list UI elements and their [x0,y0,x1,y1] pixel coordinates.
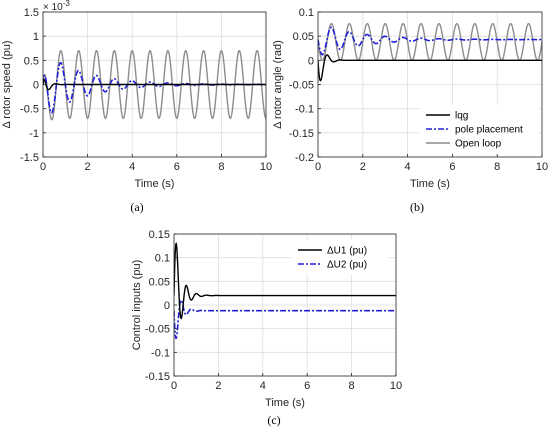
legend-entry: pole placement [455,125,523,136]
series-line--u2-pu- [174,299,396,340]
figure-caption: (a) [130,200,143,214]
y-tick-label: 0.5 [24,55,39,67]
y-tick-label: 0.1 [299,7,314,19]
x-tick-label: 2 [360,161,366,173]
legend-entry: ΔU1 (pu) [327,246,367,257]
x-axis-label: Time (s) [135,178,175,190]
y-tick-label: 0 [164,300,170,312]
x-tick-label: 2 [85,161,91,173]
y-axis-label: Δ rotor speed (pu) [1,40,13,128]
legend: lqg pole placement Open loop [419,104,539,154]
figure-caption: (c) [267,413,280,427]
series-line-lqg [318,54,542,82]
chart-c: 0 2 4 6 8 10 -0.15 -0.1 -0.05 0 0.05 0.1 0.15 Time (s… [131,229,402,427]
legend-entry: ΔU2 (pu) [327,260,367,271]
x-axis-label: Time (s) [410,178,450,190]
y-tick-label: -0.1 [151,347,170,359]
figure-caption: (b) [410,200,424,214]
series-line--u1-pu- [174,242,396,320]
x-tick-label: 8 [349,380,355,392]
legend-entry: lqg [455,111,468,122]
series-group [43,49,266,121]
y-tick-label: -0.05 [289,80,314,92]
y-axis-label: Control inputs (pu) [131,260,143,351]
y-tick-label: -1.5 [20,152,39,164]
legend-box [291,239,389,275]
y-tick-label: 0.05 [149,276,170,288]
y-tick-label: 0.1 [155,253,170,265]
x-tick-label: 4 [405,161,411,173]
y-tick-label: -0.05 [145,324,170,336]
x-tick-label: 0 [171,380,177,392]
x-axis-label: Time (s) [265,397,305,409]
x-tick-label: 6 [449,161,455,173]
x-tick-label: 10 [536,161,548,173]
series-line-pole-placement [318,26,542,56]
x-tick-label: 4 [260,380,266,392]
x-tick-label: 0 [315,161,321,173]
y-tick-label: 1.5 [24,7,39,19]
y-tick-label: 0.05 [293,31,314,43]
series-line-lqg [43,78,266,91]
x-tick-label: 2 [215,380,221,392]
y-axis-label: Δ rotor angle (rad) [272,40,284,129]
series-group [318,22,542,82]
x-tick-label: 8 [218,161,224,173]
legend: ΔU1 (pu) ΔU2 (pu) [291,239,389,275]
y-tick-label: -0.2 [295,152,314,164]
legend-entry: Open loop [455,139,502,150]
x-tick-label: 6 [304,380,310,392]
chart-b: 0 2 4 6 8 10 -0.2 -0.15 -0.1 -0.05 0 0.05 0.1 Time (s… [272,7,548,214]
x-tick-label: 8 [494,161,500,173]
y-tick-label: -0.5 [20,104,39,116]
y-tick-label: -1 [29,128,39,140]
y-tick-label: 0 [33,80,39,92]
x-tick-label: 4 [129,161,135,173]
x-tick-label: 0 [40,161,46,173]
x-tick-label: 10 [260,161,272,173]
y-tick-label: 0 [308,55,314,67]
y-tick-label: -0.15 [145,371,170,383]
x-tick-label: 10 [390,380,402,392]
y-exponent-label: × 10-3 [43,0,70,13]
x-tick-label: 6 [174,161,180,173]
y-tick-label: 1 [33,31,39,43]
y-tick-label: -0.1 [295,104,314,116]
chart-a: 0 2 4 6 8 10 -1.5 -1 -0.5 0 0.5 1 1.5 Time (s) Δ rotor… [1,0,272,214]
y-tick-label: 0.15 [149,229,170,241]
y-tick-label: -0.15 [289,128,314,140]
series-group [174,242,396,340]
